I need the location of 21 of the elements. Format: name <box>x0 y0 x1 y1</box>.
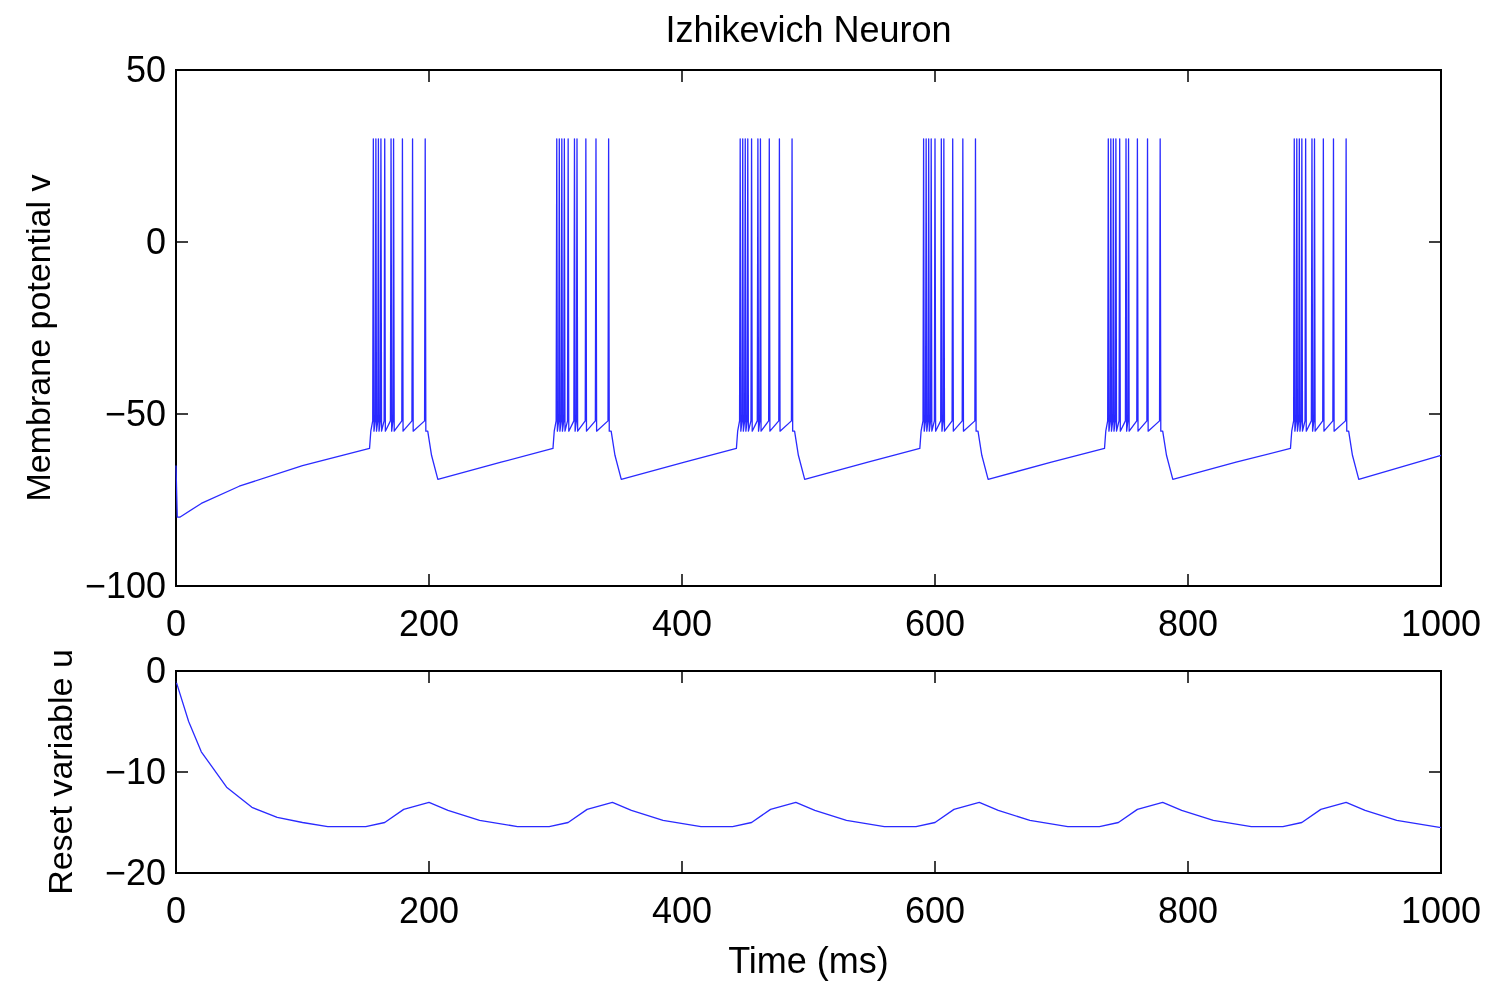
x-tick-label: 800 <box>1157 890 1219 931</box>
y-tick-label: −10 <box>104 751 166 792</box>
x-tick-label: 400 <box>651 890 713 931</box>
x-tick-label: 800 <box>1157 603 1219 644</box>
y-tick-label: 50 <box>125 49 166 90</box>
x-tick-label: 600 <box>904 603 966 644</box>
x-axis-title: Time (ms) <box>728 940 889 981</box>
chart-title: Izhikevich Neuron <box>665 9 952 50</box>
y-tick-label: −20 <box>104 852 166 893</box>
y-tick-label: −50 <box>104 393 166 434</box>
y-axis-title: Membrane potential v <box>19 174 57 502</box>
x-tick-label: 400 <box>651 603 713 644</box>
x-tick-label: 600 <box>904 890 966 931</box>
y-tick-label: −100 <box>84 565 166 606</box>
x-tick-label: 200 <box>398 890 460 931</box>
x-tick-label: 1000 <box>1400 890 1482 931</box>
y-axis-title: Reset variable u <box>41 649 79 895</box>
x-tick-label: 200 <box>398 603 460 644</box>
x-tick-label: 1000 <box>1400 603 1482 644</box>
y-tick-label: 0 <box>145 650 166 691</box>
y-tick-label: 0 <box>145 221 166 262</box>
